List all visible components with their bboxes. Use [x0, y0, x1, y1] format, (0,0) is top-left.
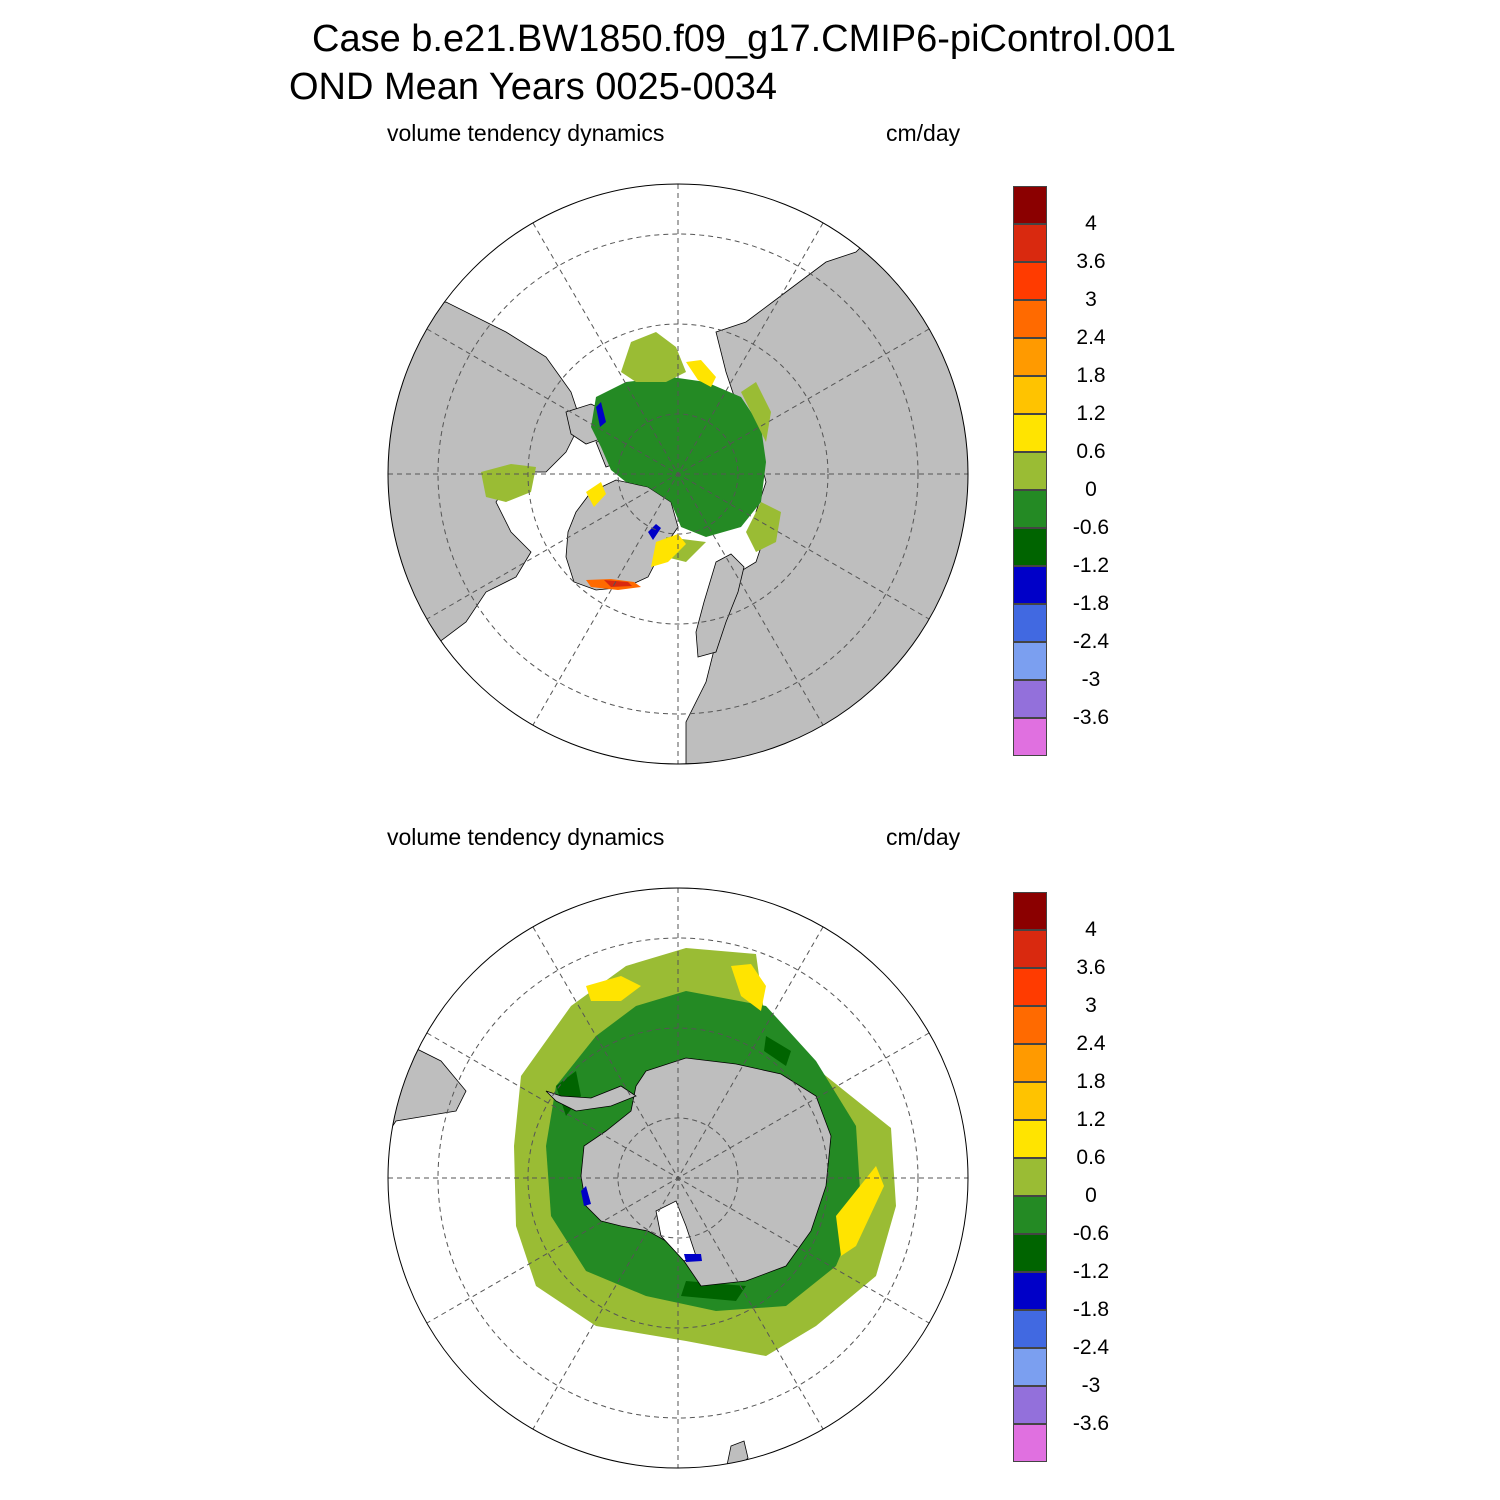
north-panel-variable-label: volume tendency dynamics: [387, 120, 665, 146]
colorbar-label: -1.2: [1072, 1260, 1110, 1283]
colorbar-label: 0.6: [1076, 440, 1106, 463]
colorbar-label: 1.8: [1076, 1070, 1106, 1093]
colorbar-swatch: [1013, 528, 1047, 566]
north-land-scandinavia: [695, 553, 745, 658]
colorbar-swatch: [1013, 452, 1047, 490]
colorbar-swatch: [1013, 1006, 1047, 1044]
colorbar-swatch: [1013, 680, 1047, 718]
chart-title-line2: OND Mean Years 0025-0034: [289, 66, 777, 108]
south-graticule: [388, 888, 968, 1468]
colorbar-label: 4: [1085, 212, 1097, 235]
colorbar-swatch: [1013, 414, 1047, 452]
colorbar-swatch: [1013, 262, 1047, 300]
colorbar-label: 3: [1085, 994, 1097, 1017]
north-ice-margin: [481, 332, 781, 562]
colorbar-label: -0.6: [1072, 1222, 1110, 1245]
colorbar-label: 1.8: [1076, 364, 1106, 387]
colorbar-swatch: [1013, 1234, 1047, 1272]
colorbar-label: 3.6: [1076, 250, 1106, 273]
colorbar-label: -0.6: [1072, 516, 1110, 539]
colorbar-swatch: [1013, 892, 1047, 930]
colorbar-swatch: [1013, 490, 1047, 528]
colorbar-label: -1.2: [1072, 554, 1110, 577]
colorbar-label: -1.8: [1072, 592, 1110, 615]
south-panel-variable-label: volume tendency dynamics: [387, 824, 665, 850]
colorbar-label: -3: [1081, 668, 1101, 691]
colorbar-label: -3: [1081, 1374, 1101, 1397]
colorbar-swatch: [1013, 968, 1047, 1006]
colorbar-swatch: [1013, 1348, 1047, 1386]
colorbar-swatch: [1013, 1310, 1047, 1348]
south-ice-negative: [581, 1186, 702, 1262]
colorbar-label: 0: [1085, 1184, 1097, 1207]
colorbar-swatch: [1013, 1082, 1047, 1120]
colorbar-label: 0: [1085, 478, 1097, 501]
colorbar-label: 3.6: [1076, 956, 1106, 979]
colorbar-label: -3.6: [1072, 1412, 1110, 1435]
colorbar-swatch: [1013, 1158, 1047, 1196]
north-graticule: [388, 184, 968, 764]
north-ice-max-positive: [604, 580, 632, 587]
colorbar-swatch: [1013, 1196, 1047, 1234]
colorbar-swatch: [1013, 224, 1047, 262]
colorbar-swatch: [1013, 338, 1047, 376]
colorbar-swatch: [1013, 930, 1047, 968]
south-map-border: [387, 887, 969, 1469]
colorbar-swatch: [1013, 186, 1047, 224]
colorbar-label: 0.6: [1076, 1146, 1106, 1169]
north-ice-negative: [596, 402, 661, 540]
colorbar-swatch: [1013, 1044, 1047, 1082]
colorbar-label: -2.4: [1072, 630, 1110, 653]
north-ice-positive: [586, 360, 716, 567]
colorbar-swatch: [1013, 1272, 1047, 1310]
colorbar-swatch: [1013, 376, 1047, 414]
colorbar-label: 3: [1085, 288, 1097, 311]
colorbar-label: 1.2: [1076, 1108, 1106, 1131]
north-panel-units-label: cm/day: [886, 120, 961, 146]
chart-title-line1: Case b.e21.BW1850.f09_g17.CMIP6-piContro…: [312, 18, 1176, 60]
south-panel-units-label: cm/day: [886, 824, 961, 850]
colorbar-label: 2.4: [1076, 326, 1106, 349]
colorbar-swatch: [1013, 566, 1047, 604]
colorbar-swatch: [1013, 718, 1047, 756]
north-polar-map: [387, 183, 969, 765]
colorbar-swatch: [1013, 604, 1047, 642]
colorbar-label: -3.6: [1072, 706, 1110, 729]
colorbar-swatch: [1013, 1120, 1047, 1158]
colorbar-label: 4: [1085, 918, 1097, 941]
colorbar-label: -2.4: [1072, 1336, 1110, 1359]
south-land-peninsula: [545, 1085, 637, 1112]
colorbar-label: -1.8: [1072, 1298, 1110, 1321]
south-polar-map: [387, 887, 969, 1469]
colorbar-swatch: [1013, 642, 1047, 680]
colorbar-swatch: [1013, 1424, 1047, 1462]
colorbar-label: 1.2: [1076, 402, 1106, 425]
colorbar-swatch: [1013, 300, 1047, 338]
colorbar-label: 2.4: [1076, 1032, 1106, 1055]
colorbar-swatch: [1013, 1386, 1047, 1424]
north-map-border: [387, 183, 969, 765]
south-ice-positive-1: [586, 964, 884, 1256]
